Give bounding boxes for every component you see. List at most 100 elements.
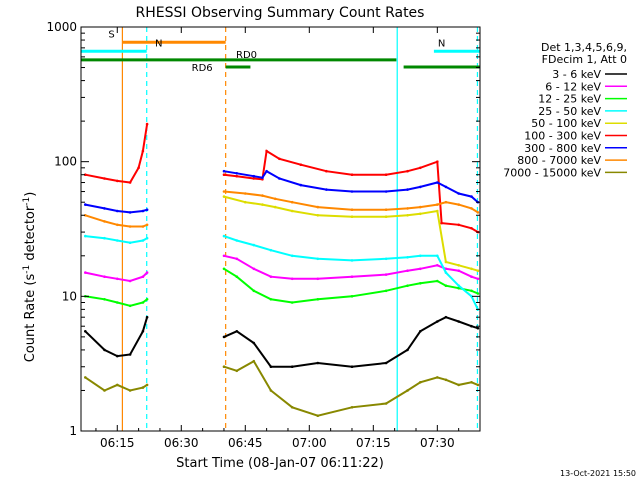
series-point-5-1-5 (278, 157, 281, 161)
annotation-layer: S N N RD0 RD6 (81, 29, 480, 74)
legend-header-0: Det 1,3,4,5,6,9, (541, 41, 627, 54)
series-point-7-1-12 (457, 203, 461, 206)
x-tick-label-0: 06:15 (100, 436, 135, 450)
series-point-3-1-7 (384, 257, 388, 261)
series-point-7-1-6 (350, 208, 354, 211)
legend-label-1: 6 - 12 keV (545, 80, 601, 93)
annotation-label-4: RD6 (192, 63, 213, 74)
series-point-3-0-4 (141, 239, 145, 242)
series-line-3-0 (85, 235, 148, 244)
series-point-6-1-5 (278, 177, 281, 180)
y-tick-label-0: 1 (69, 424, 77, 438)
series-point-6-1-15 (470, 195, 473, 198)
series-point-0-0-5 (145, 315, 149, 319)
series-line-8-0 (84, 376, 148, 392)
x-axis-label: Start Time (08-Jan-07 06:11:22) (176, 456, 384, 471)
series-point-1-0-5 (145, 271, 149, 274)
legend-label-7: 800 - 7000 keV (517, 154, 601, 167)
series-point-2-0-1 (103, 298, 106, 301)
series-point-7-1-3 (273, 197, 277, 201)
series-point-8-1-1 (235, 369, 239, 373)
series-point-2-1-8 (406, 284, 409, 288)
series-point-5-1-15 (470, 227, 473, 230)
series-point-2-1-1 (235, 275, 239, 279)
legend-label-4: 50 - 100 keV (531, 117, 601, 130)
series-point-0-1-12 (457, 320, 461, 323)
series-point-0-0-1 (103, 348, 106, 352)
series-point-2-1-3 (269, 298, 273, 301)
series-point-7-1-7 (384, 208, 388, 211)
series-point-2-1-14 (476, 292, 480, 295)
series-point-1-1-3 (269, 275, 273, 279)
series-point-2-1-13 (470, 289, 473, 293)
series-point-1-1-6 (350, 275, 354, 279)
series-point-4-0-9 (419, 212, 422, 216)
series-point-5-1-0 (222, 173, 226, 176)
series-point-7-1-10 (436, 203, 439, 206)
series-point-4-0-3 (273, 205, 277, 209)
series-point-4-0-7 (384, 215, 388, 218)
series-point-7-1-9 (419, 205, 422, 209)
series-point-6-1-4 (265, 169, 268, 173)
series-point-5-1-1 (235, 174, 239, 178)
series-point-4-0-5 (316, 214, 320, 217)
series-point-7-1-8 (406, 207, 409, 210)
series-point-0-1-9 (419, 330, 422, 333)
series-point-8-0-5 (145, 383, 149, 387)
footer-timestamp: 13-Oct-2021 15:50 (560, 469, 636, 478)
series-point-7-1-5 (316, 205, 320, 209)
series-point-2-1-5 (316, 298, 320, 301)
series-point-1-1-9 (419, 267, 422, 271)
series-point-3-1-1 (235, 239, 239, 242)
x-tick-label-5: 07:30 (420, 436, 455, 450)
series-point-4-0-8 (406, 214, 409, 217)
series-4 (222, 195, 480, 273)
series-point-0-1-2 (252, 341, 256, 345)
series-point-2-0-4 (141, 301, 145, 304)
series-point-5-0-4 (137, 166, 140, 170)
annotation-label-0: S (108, 29, 114, 40)
series-point-1-1-4 (290, 277, 294, 281)
y-axis-label-main: Count Rate (s (23, 274, 38, 363)
series-point-3-0-5 (145, 236, 149, 240)
series-point-5-1-2 (252, 177, 256, 180)
series-point-1-1-2 (252, 267, 256, 271)
series-point-0-1-8 (406, 348, 409, 352)
series-point-8-1-12 (457, 383, 461, 387)
series-point-7-0-5 (145, 223, 149, 227)
series-5 (84, 122, 480, 234)
series-point-8-1-7 (384, 402, 388, 405)
legend: Det 1,3,4,5,6,9,FDecim 1, Att 0 3 - 6 keV… (503, 41, 627, 179)
series-point-4-0-13 (470, 267, 473, 271)
series-point-7-1-11 (444, 200, 448, 204)
series-point-1-1-5 (316, 277, 320, 281)
series-point-0-0-3 (128, 353, 132, 356)
series-point-5-1-10 (406, 169, 409, 173)
series-point-1-0-2 (116, 277, 119, 281)
series-point-3-1-11 (444, 271, 448, 274)
series-point-7-1-4 (290, 200, 294, 204)
series-point-6-0-5 (145, 208, 149, 211)
series-point-8-0-2 (116, 383, 119, 387)
series-point-8-1-11 (444, 378, 448, 382)
series-point-6-1-1 (235, 172, 239, 175)
x-tick-label-4: 07:15 (356, 436, 391, 450)
series-point-4-0-14 (476, 269, 480, 273)
series-point-1-1-1 (235, 257, 239, 261)
series-point-3-1-0 (222, 234, 226, 238)
series-point-7-0-4 (141, 225, 145, 228)
series-point-1-0-4 (141, 275, 145, 279)
series-point-6-1-11 (419, 185, 422, 189)
series-point-5-1-13 (440, 221, 443, 225)
series-point-3-1-3 (269, 248, 273, 252)
series-point-6-0-1 (103, 207, 106, 210)
series-point-4-0-0 (222, 195, 226, 198)
series-point-0-0-2 (116, 354, 119, 358)
series-point-7-1-13 (470, 207, 473, 210)
series-point-7-0-2 (116, 223, 119, 227)
series-point-3-1-13 (470, 295, 473, 298)
series-point-0-1-11 (444, 315, 448, 319)
series-point-3-1-12 (457, 284, 461, 288)
series-point-8-1-6 (350, 406, 354, 409)
